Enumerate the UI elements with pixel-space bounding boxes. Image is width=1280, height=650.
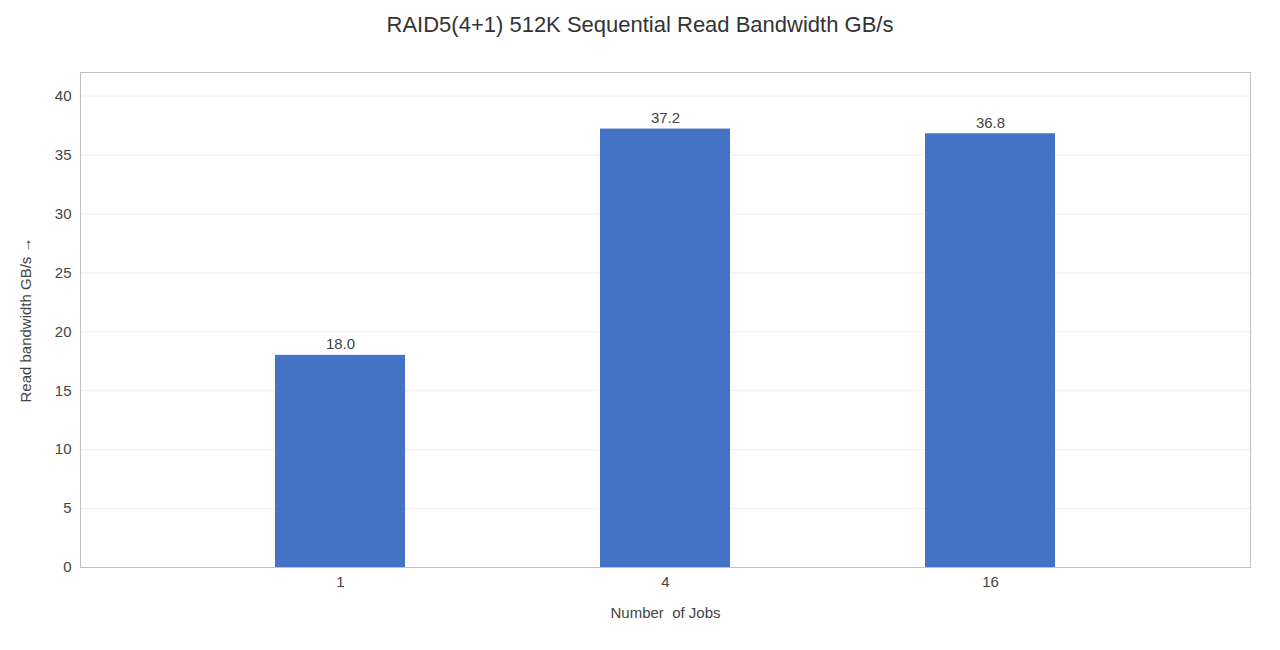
svg-text:40: 40 — [55, 87, 72, 104]
svg-text:Read bandwidth GB/s →: Read bandwidth GB/s → — [17, 237, 34, 402]
svg-text:20: 20 — [55, 323, 72, 340]
svg-text:Number of Jobs: Number of Jobs — [610, 604, 720, 621]
svg-text:0: 0 — [63, 558, 71, 575]
svg-text:25: 25 — [55, 264, 72, 281]
svg-text:10: 10 — [55, 440, 72, 457]
html-text:RAID5(4+1) 512K Sequential Rea: RAID5(4+1) 512K Sequential Read Bandwidt… — [386, 12, 894, 37]
svg-text:18.0: 18.0 — [326, 335, 355, 352]
svg-text:37.2: 37.2 — [651, 109, 680, 126]
svg-text:30: 30 — [55, 205, 72, 222]
svg-text:4: 4 — [661, 573, 669, 590]
svg-text:5: 5 — [63, 499, 71, 516]
svg-text:15: 15 — [55, 382, 72, 399]
svg-text:36.8: 36.8 — [976, 114, 1005, 131]
svg-text:16: 16 — [982, 573, 999, 590]
svg-text:1: 1 — [336, 573, 344, 590]
svg-text:35: 35 — [55, 146, 72, 163]
